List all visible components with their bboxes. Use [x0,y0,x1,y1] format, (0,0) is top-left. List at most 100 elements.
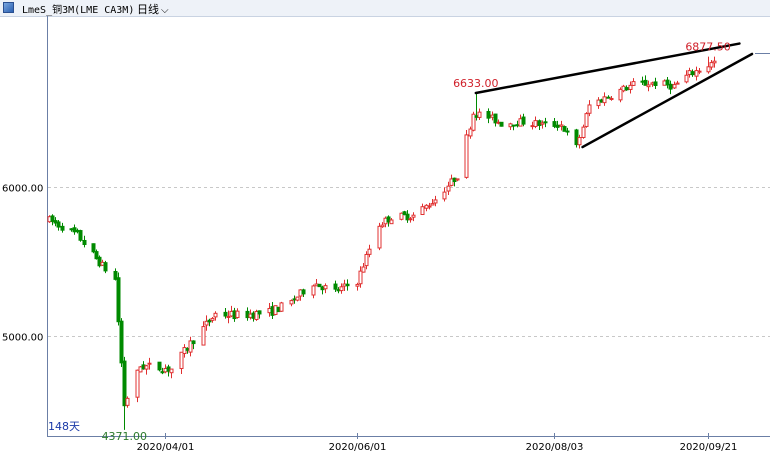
candle[interactable] [499,121,504,127]
candle[interactable] [364,251,369,270]
candle[interactable] [402,210,407,216]
candle[interactable] [540,120,545,129]
candle[interactable] [584,112,589,128]
candle[interactable] [399,212,404,221]
candle[interactable] [690,69,695,77]
candle[interactable] [493,113,498,127]
candle[interactable] [577,134,582,149]
candles[interactable] [47,56,717,430]
candle[interactable] [188,336,193,357]
candle[interactable] [596,97,601,109]
candle[interactable] [712,56,717,68]
candle[interactable] [430,198,435,206]
candle[interactable] [254,309,259,321]
candle[interactable] [323,283,328,294]
candle[interactable] [389,217,394,225]
candle[interactable] [665,77,670,89]
trendline[interactable] [474,42,741,95]
candle[interactable] [78,229,83,242]
candle[interactable] [684,70,689,84]
candle[interactable] [204,315,209,331]
candle[interactable] [301,288,306,297]
candle[interactable] [606,95,611,99]
candle[interactable] [279,301,284,312]
candle[interactable] [339,283,344,294]
candle[interactable] [289,299,294,307]
candle[interactable] [72,224,77,235]
candle[interactable] [210,317,215,323]
candle[interactable] [223,308,228,319]
candle[interactable] [235,308,240,319]
candle[interactable] [213,311,218,321]
candle[interactable] [697,68,702,75]
candle[interactable] [646,80,651,92]
candle[interactable] [433,195,438,207]
candle[interactable] [94,249,99,260]
candle[interactable] [446,181,451,196]
candle[interactable] [191,340,196,350]
candle[interactable] [559,120,564,131]
candle[interactable] [405,210,410,223]
candle[interactable] [367,244,372,258]
candle[interactable] [468,126,473,139]
candle[interactable] [50,214,55,226]
candle[interactable] [471,111,476,132]
candle[interactable] [587,100,592,117]
candle[interactable] [147,357,152,370]
candle[interactable] [144,364,149,375]
candle[interactable] [653,77,658,89]
candle[interactable] [581,124,586,139]
candle[interactable] [122,356,127,430]
candle[interactable] [427,202,432,210]
candle[interactable] [543,117,548,128]
period-selector[interactable]: 日线 ⌵ [137,1,169,17]
candle[interactable] [694,66,699,81]
candle[interactable] [668,80,673,95]
candle[interactable] [449,174,454,187]
candle[interactable] [408,217,413,223]
candle[interactable] [555,120,560,131]
candle[interactable] [455,178,460,182]
candle[interactable] [119,318,124,368]
candle[interactable] [377,222,382,251]
candle[interactable] [91,243,96,254]
candle[interactable] [424,204,429,212]
candle[interactable] [618,87,623,103]
candle[interactable] [169,368,174,379]
candle[interactable] [565,127,570,136]
candle[interactable] [361,262,366,273]
candle[interactable] [628,81,633,94]
candle[interactable] [706,56,711,74]
candle[interactable] [709,60,714,70]
candle[interactable] [116,272,121,326]
candle[interactable] [113,268,118,281]
candle[interactable] [533,116,538,129]
trendlines[interactable] [474,42,754,149]
candle[interactable] [355,282,360,291]
candle[interactable] [56,220,61,231]
candle[interactable] [60,222,65,233]
candle[interactable] [552,117,557,129]
candle[interactable] [311,284,316,299]
candle[interactable] [179,351,184,374]
candle[interactable] [562,125,567,132]
candle[interactable] [380,222,385,228]
candle[interactable] [317,283,322,288]
candle[interactable] [201,321,206,346]
candle[interactable] [103,260,108,274]
candle[interactable] [420,203,425,216]
candle[interactable] [257,310,262,319]
candle[interactable] [486,108,491,124]
trendline[interactable] [581,52,754,149]
candle[interactable] [333,280,338,293]
candle[interactable] [386,215,391,227]
candle[interactable] [675,80,680,85]
candle[interactable] [631,78,636,87]
candle[interactable] [511,124,516,131]
candle[interactable] [125,396,130,408]
candle[interactable] [295,296,300,302]
candle[interactable] [207,318,212,327]
candle[interactable] [477,108,482,121]
candle[interactable] [82,235,87,248]
